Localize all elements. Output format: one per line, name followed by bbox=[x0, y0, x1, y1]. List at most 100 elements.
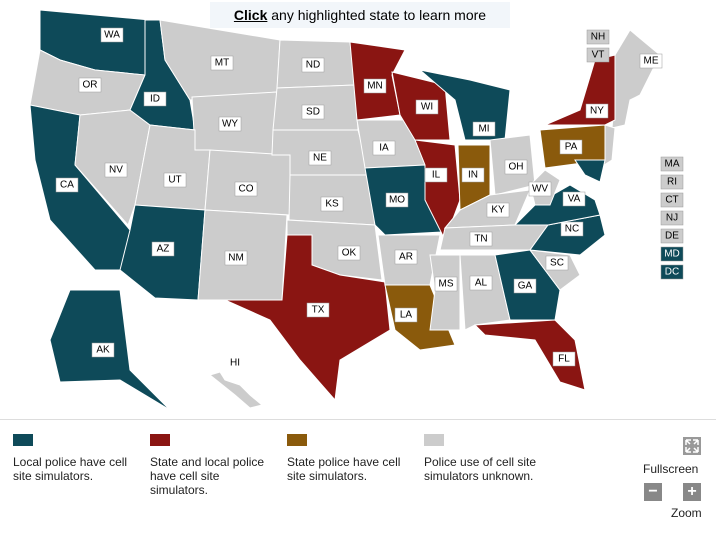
state-label[interactable]: PA bbox=[565, 142, 578, 153]
state-label: ND bbox=[306, 60, 320, 71]
state-label-box bbox=[337, 245, 361, 261]
state-label-box bbox=[163, 172, 187, 188]
state-label-box[interactable] bbox=[585, 103, 609, 119]
state-label[interactable]: AK bbox=[96, 345, 110, 356]
legend-item: State and local police have cell site si… bbox=[150, 434, 275, 497]
state-label-box bbox=[210, 55, 234, 71]
state-label: MS bbox=[439, 279, 454, 290]
state-label[interactable]: WI bbox=[421, 102, 433, 113]
legend-swatch bbox=[150, 434, 170, 446]
state-label-box[interactable] bbox=[552, 351, 576, 367]
state-label-box bbox=[434, 276, 458, 292]
state-label: NM bbox=[228, 253, 244, 264]
state-shape[interactable] bbox=[574, 159, 606, 183]
state-label[interactable]: GA bbox=[518, 281, 533, 292]
state-label-box[interactable] bbox=[415, 99, 439, 115]
legend-label: Police use of cell site simulators unkno… bbox=[424, 455, 537, 483]
state-label-box bbox=[78, 77, 102, 93]
state-label[interactable]: NC bbox=[565, 224, 579, 235]
state-label-box[interactable] bbox=[513, 278, 537, 294]
state-label[interactable]: ID bbox=[150, 94, 160, 105]
state-label: MA bbox=[665, 159, 680, 170]
zoom-out-button[interactable]: − bbox=[644, 483, 662, 501]
state-label: HI bbox=[230, 358, 240, 369]
state-label[interactable]: AZ bbox=[157, 244, 170, 255]
state-label-box[interactable] bbox=[363, 78, 387, 94]
state-label: OR bbox=[83, 80, 98, 91]
state-label[interactable]: IN bbox=[468, 170, 478, 181]
state-label: NH bbox=[591, 32, 605, 43]
fullscreen-label[interactable]: Fullscreen bbox=[643, 462, 699, 476]
state-label[interactable]: MO bbox=[389, 195, 405, 206]
state-label: WV bbox=[532, 184, 548, 195]
state-label: TN bbox=[474, 234, 487, 245]
fullscreen-icon[interactable] bbox=[683, 437, 701, 455]
state-shape bbox=[459, 254, 511, 331]
state-shape[interactable] bbox=[224, 234, 391, 402]
state-shape bbox=[429, 254, 461, 331]
state-label[interactable]: MI bbox=[478, 124, 489, 135]
state-label: CO bbox=[239, 184, 254, 195]
state-label-box[interactable] bbox=[472, 121, 496, 137]
state-label[interactable]: FL bbox=[558, 354, 570, 365]
state-label: OH bbox=[509, 162, 524, 173]
state-label-box[interactable] bbox=[385, 192, 409, 208]
state-label-box[interactable] bbox=[394, 307, 418, 323]
state-label: SC bbox=[550, 258, 564, 269]
state-label-box bbox=[320, 196, 344, 212]
state-label[interactable]: WA bbox=[104, 30, 120, 41]
state-label-box[interactable] bbox=[306, 302, 330, 318]
state-label-box bbox=[504, 159, 528, 175]
region-shape bbox=[611, 29, 661, 129]
state-label-box[interactable] bbox=[100, 27, 124, 43]
state-label[interactable]: MN bbox=[367, 81, 383, 92]
state-label-box[interactable] bbox=[151, 241, 175, 257]
state-label[interactable]: NY bbox=[590, 106, 604, 117]
state-label-box[interactable] bbox=[562, 191, 586, 207]
state-label: NV bbox=[109, 165, 123, 176]
state-label: NE bbox=[313, 153, 327, 164]
state-label-box[interactable] bbox=[560, 221, 584, 237]
state-shape[interactable] bbox=[384, 284, 456, 351]
legend-swatch bbox=[424, 434, 444, 446]
state-label-box[interactable] bbox=[91, 342, 115, 358]
state-label[interactable]: CA bbox=[60, 180, 74, 191]
state-label: AL bbox=[475, 278, 488, 289]
state-label-box bbox=[660, 192, 684, 208]
zoom-in-button[interactable]: + bbox=[683, 483, 701, 501]
state-label: DE bbox=[665, 231, 679, 242]
state-label: KY bbox=[491, 205, 505, 216]
state-label: RI bbox=[667, 177, 677, 188]
state-label[interactable]: LA bbox=[400, 310, 413, 321]
state-label: CT bbox=[665, 195, 678, 206]
state-label-box bbox=[394, 249, 418, 265]
state-label-box bbox=[586, 47, 610, 63]
separator bbox=[0, 419, 716, 420]
region-shape bbox=[603, 124, 616, 166]
state-label[interactable]: VA bbox=[568, 194, 581, 205]
state-label-box bbox=[660, 174, 684, 190]
legend-item: Local police have cell site simulators. bbox=[13, 434, 138, 483]
state-label-box[interactable] bbox=[559, 139, 583, 155]
state-label-box[interactable] bbox=[461, 167, 485, 183]
state-label: MT bbox=[215, 58, 229, 69]
instruction-text: any highlighted state to learn more bbox=[271, 7, 487, 23]
state-label-box[interactable] bbox=[143, 91, 167, 107]
state-label[interactable]: TX bbox=[312, 305, 325, 316]
legend-label: State police have cell site simulators. bbox=[287, 455, 401, 483]
legend-swatch bbox=[287, 434, 307, 446]
state-label-box[interactable] bbox=[660, 264, 684, 280]
state-label-box[interactable] bbox=[424, 167, 448, 183]
us-map: WA OR CA NV ID MT WY UT CO AZ NM ND SD NE KS OK TX MN IA MO… bbox=[29, 9, 684, 411]
state-label: VT bbox=[592, 50, 605, 61]
state-label-box[interactable] bbox=[660, 246, 684, 262]
state-label[interactable]: DC bbox=[665, 267, 679, 278]
state-label[interactable]: MD bbox=[664, 249, 680, 260]
state-label-box[interactable] bbox=[55, 177, 79, 193]
state-label-box bbox=[469, 275, 493, 291]
state-shape[interactable] bbox=[473, 319, 586, 391]
state-label-box bbox=[301, 104, 325, 120]
state-label[interactable]: IL bbox=[432, 170, 441, 181]
state-label-box bbox=[486, 202, 510, 218]
